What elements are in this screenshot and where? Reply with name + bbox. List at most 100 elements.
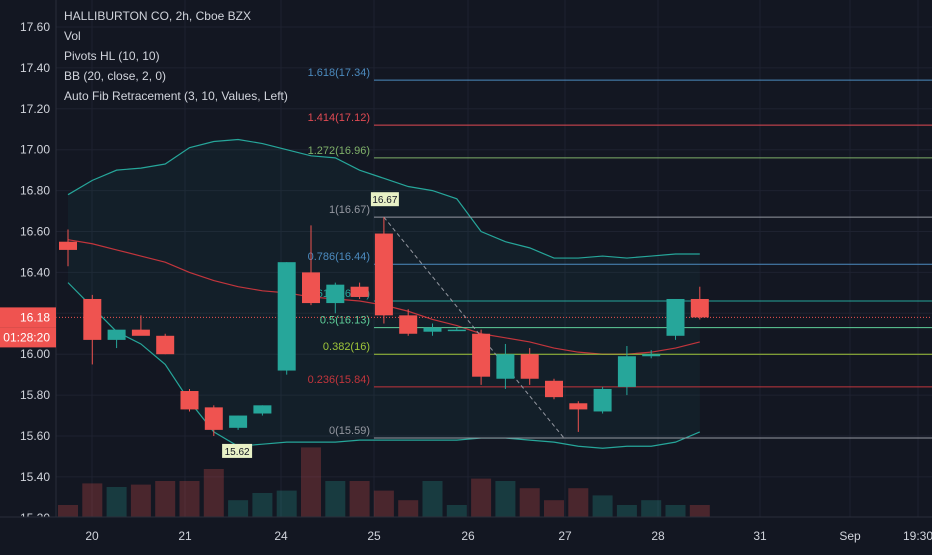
candle-body[interactable] <box>399 315 418 334</box>
grid <box>56 0 932 519</box>
fib-trend-line <box>383 216 565 439</box>
volume-bar <box>82 483 103 517</box>
fib-level-label: 0.5(16.13) <box>320 315 370 327</box>
fib-level-label: 0.786(16.44) <box>308 251 370 263</box>
candle-body[interactable] <box>423 327 442 332</box>
volume-bar <box>641 500 662 517</box>
candle-body[interactable] <box>690 298 709 318</box>
fib-level-label: 0.382(16) <box>323 341 370 353</box>
countdown-badge <box>0 327 56 348</box>
pivot-labels: 16.67 15.62 <box>222 192 399 458</box>
candle-body[interactable] <box>472 333 491 377</box>
price-tick-label: 16.60 <box>20 225 50 239</box>
volume-bar <box>665 505 686 517</box>
fib-level-label: 1.272(16.96) <box>308 145 370 157</box>
bb-lower-line <box>67 282 701 449</box>
indicator-pivots[interactable]: Pivots HL (10, 10) <box>64 49 160 63</box>
fib-level-label: 1.618(17.34) <box>308 67 370 79</box>
candle-body[interactable] <box>131 329 150 336</box>
candle-body[interactable] <box>545 380 563 398</box>
current-price-label: 16.18 <box>20 310 50 324</box>
indicator-bb[interactable]: BB (20, close, 2, 0) <box>64 69 167 83</box>
price-tick-label: 17.00 <box>20 143 50 157</box>
candle-body[interactable] <box>326 284 345 304</box>
symbol-title[interactable]: HALLIBURTON CO, 2h, Cboe BZX <box>64 9 251 23</box>
pivot-high-label: 16.67 <box>372 195 397 206</box>
volume-bar <box>228 500 249 517</box>
price-axis[interactable]: 17.6017.4017.2017.0016.8016.6016.4016.20… <box>0 0 57 550</box>
volume-bar <box>495 481 516 517</box>
volume-bar <box>689 505 710 517</box>
candle-body[interactable] <box>642 354 661 357</box>
pivot-high-bg <box>370 192 399 207</box>
price-tick-label: 16.00 <box>20 347 50 361</box>
candle-body[interactable] <box>350 286 369 297</box>
volume-bar <box>325 481 346 517</box>
candle-body[interactable] <box>59 241 77 250</box>
candle-body[interactable] <box>107 329 126 340</box>
price-tick-label: 15.80 <box>20 388 50 402</box>
candle-body[interactable] <box>277 262 296 371</box>
volume-bar <box>592 495 613 517</box>
candle-body[interactable] <box>520 354 539 379</box>
fib-level-label: 1(16.67) <box>329 204 370 216</box>
time-tick-label: 28 <box>651 529 665 543</box>
pivot-low-bg <box>222 443 253 458</box>
price-tick-label: 15.40 <box>20 470 50 484</box>
time-tick-label: 25 <box>367 529 381 543</box>
volume-bar <box>544 500 564 517</box>
indicator-vol[interactable]: Vol <box>64 29 81 43</box>
candle-body[interactable] <box>83 298 102 340</box>
bb-upper-line <box>67 138 700 259</box>
candle-body[interactable] <box>180 391 199 410</box>
volume-bar <box>398 500 419 517</box>
time-axis[interactable]: 20 21 24 25 26 27 28 31 Sep 19:30 <box>0 516 932 550</box>
time-tick-label: 27 <box>558 529 572 543</box>
volume-bar <box>106 487 127 517</box>
volume-bar <box>155 481 176 517</box>
candle-body[interactable] <box>666 298 685 336</box>
candle-body[interactable] <box>253 405 272 414</box>
price-tick-label: 16.40 <box>20 265 50 279</box>
candle-body[interactable] <box>593 388 612 412</box>
price-tick-label: 15.60 <box>20 429 50 443</box>
price-tick-label: 17.20 <box>20 102 50 116</box>
volume-bar <box>568 488 589 517</box>
fib-level-label: 0.236(15.84) <box>308 374 370 386</box>
candle-body[interactable] <box>302 272 320 304</box>
pivot-low-label: 15.62 <box>225 447 250 458</box>
candle-body[interactable] <box>569 403 588 410</box>
time-tick-label: Sep <box>839 529 861 543</box>
volume-bar <box>58 505 78 517</box>
legend: HALLIBURTON CO, 2h, Cboe BZX Vol Pivots … <box>64 6 288 106</box>
candle-body[interactable] <box>617 356 636 387</box>
candle-body[interactable] <box>229 415 248 428</box>
indicator-fib[interactable]: Auto Fib Retracement (3, 10, Values, Lef… <box>64 89 288 103</box>
volume-bar <box>519 488 540 517</box>
fib-level-label: 1.414(17.12) <box>308 112 370 124</box>
volume-bar <box>616 505 637 517</box>
volume-bar <box>276 490 297 517</box>
current-price-badge <box>0 307 56 328</box>
volume-bar <box>471 478 492 517</box>
fib-level-label: 0(15.59) <box>329 425 370 437</box>
candle-body[interactable] <box>447 329 466 332</box>
time-tick-label: 19:30 <box>903 529 932 543</box>
time-tick-label: 31 <box>753 529 767 543</box>
candle-body[interactable] <box>204 407 223 430</box>
candle-body[interactable] <box>496 354 515 379</box>
price-tick-label: 16.80 <box>20 184 50 198</box>
price-tick-label: 17.60 <box>20 20 50 34</box>
candle-body[interactable] <box>374 233 393 316</box>
volume-bar <box>422 481 443 517</box>
time-tick-label: 26 <box>461 529 475 543</box>
volume-bar <box>446 505 467 517</box>
volume-bar <box>179 481 200 517</box>
candle-body[interactable] <box>156 335 175 355</box>
candles <box>59 217 709 436</box>
volume-bar <box>203 469 224 517</box>
volume-bar <box>373 490 394 517</box>
